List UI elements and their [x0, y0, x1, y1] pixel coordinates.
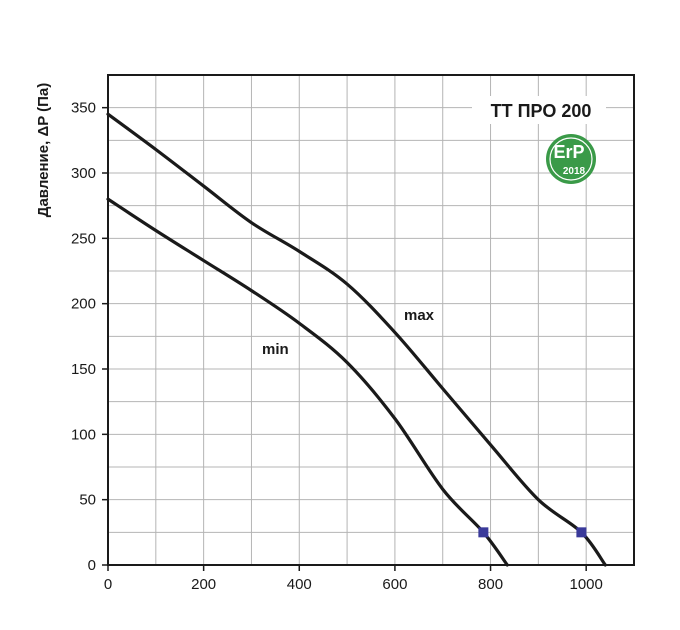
series-label-min: min [262, 341, 289, 358]
series-marker-min [478, 527, 489, 538]
y-tick-label: 300 [71, 165, 96, 182]
y-tick-label: 350 [71, 100, 96, 117]
y-tick-label: 100 [71, 426, 96, 443]
y-tick-label: 250 [71, 230, 96, 247]
y-tick-label: 0 [88, 557, 96, 574]
series-label-max: max [404, 307, 435, 324]
x-tick-label: 0 [104, 576, 112, 593]
series-line-max [106, 112, 607, 567]
erp-badge-year: 2018 [563, 166, 586, 177]
title-background [472, 96, 606, 124]
series-line-min [106, 197, 509, 567]
y-tick-label: 150 [71, 361, 96, 378]
x-tick-label: 1000 [569, 576, 602, 593]
grid [108, 75, 634, 565]
series-markers [478, 527, 587, 538]
erp-badge-ring [549, 137, 593, 181]
plot-frame [107, 74, 635, 566]
x-tick-label: 600 [382, 576, 407, 593]
erp-badge: ErP 2018 [546, 134, 596, 184]
x-tick-label: 400 [287, 576, 312, 593]
y-axis: 0 50 100 150 200 250 300 350 [71, 100, 108, 574]
chart-title: TT ПРО 200 [491, 101, 592, 121]
series-marker-max [576, 527, 587, 538]
y-tick-label: 200 [71, 296, 96, 313]
erp-badge-circle [546, 134, 596, 184]
x-tick-label: 200 [191, 576, 216, 593]
y-axis-label: Давление, ΔP (Па) [35, 83, 52, 217]
y-tick-label: 50 [79, 492, 96, 509]
erp-badge-main: ErP [553, 142, 584, 162]
series-lines [106, 112, 607, 567]
x-axis: 0 200 400 600 800 1000 [104, 565, 603, 593]
x-tick-label: 800 [478, 576, 503, 593]
